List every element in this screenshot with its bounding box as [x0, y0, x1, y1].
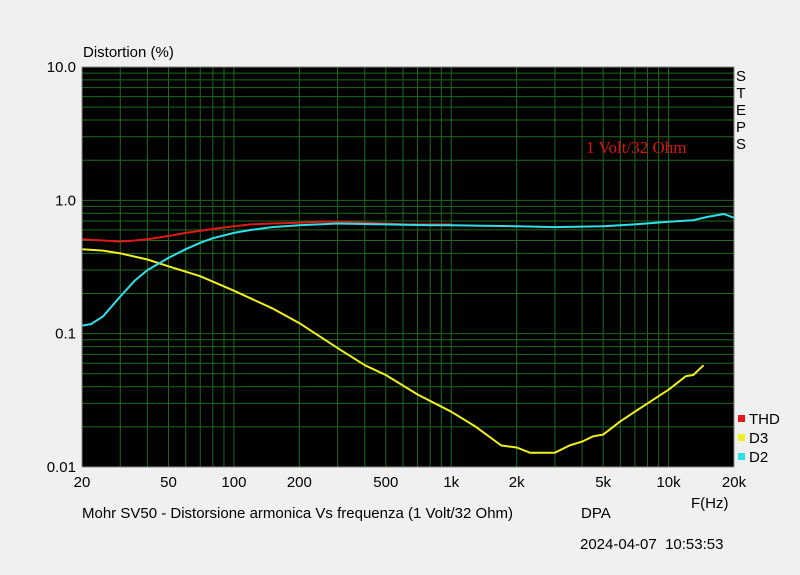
- side-label-letter: S: [736, 68, 746, 85]
- brand-label: DPA: [581, 505, 611, 522]
- grid: [82, 67, 734, 467]
- legend-entry: THD: [749, 411, 780, 428]
- x-tick-label: 500: [373, 474, 398, 491]
- y-tick-label: 0.01: [47, 459, 76, 476]
- y-tick-labels: 10.0 1.0 0.1 0.01: [47, 59, 76, 476]
- side-label-letter: E: [736, 102, 746, 119]
- x-tick-label: 5k: [595, 474, 611, 491]
- legend-entry: D3: [749, 430, 768, 447]
- x-tick-label: 20: [74, 474, 91, 491]
- x-tick-label: 2k: [509, 474, 525, 491]
- chart-annotation: 1 Volt/32 Ohm: [586, 138, 686, 157]
- y-tick-label: 0.1: [55, 326, 76, 343]
- y-tick-label: 1.0: [55, 192, 76, 209]
- chart-caption: Mohr SV50 - Distorsione armonica Vs freq…: [82, 505, 513, 522]
- legend-entry: D2: [749, 449, 768, 466]
- x-tick-labels: 20 50 100 200 500 1k 2k 5k 10k 20k: [74, 474, 747, 491]
- x-tick-label: 10k: [656, 474, 681, 491]
- plot-frame: [81, 66, 735, 468]
- series-line-d2: [81, 213, 735, 327]
- y-tick-label: 10.0: [47, 59, 76, 76]
- series-lines: [81, 213, 735, 454]
- side-label-letter: S: [736, 136, 746, 153]
- side-label-letter: T: [736, 85, 745, 102]
- legend-swatch: [738, 434, 745, 441]
- legend-swatch: [738, 453, 745, 460]
- chart-title: Distortion (%): [83, 44, 174, 61]
- x-tick-label: 20k: [722, 474, 747, 491]
- x-axis-label: F(Hz): [691, 495, 729, 512]
- plot-background: [82, 67, 734, 467]
- series-line-d3: [81, 248, 705, 454]
- x-tick-label: 50: [160, 474, 177, 491]
- x-tick-label: 100: [221, 474, 246, 491]
- timestamp: 2024-04-07 10:53:53: [580, 536, 723, 553]
- x-tick-label: 200: [287, 474, 312, 491]
- x-tick-label: 1k: [443, 474, 459, 491]
- side-label-letter: P: [736, 119, 746, 136]
- legend: THD D3 D2: [738, 411, 780, 466]
- legend-swatch: [738, 415, 745, 422]
